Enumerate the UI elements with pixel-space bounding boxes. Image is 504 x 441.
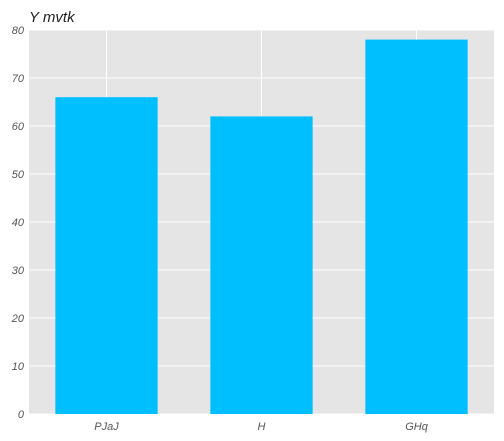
x-tick-label: GHq [405,421,429,433]
y-tick-label: 80 [12,25,25,37]
x-axis-ticks: PJaJ H GHq [94,421,428,433]
bars [55,39,468,415]
y-tick-label: 70 [12,73,25,85]
x-tick-label: PJaJ [94,421,119,433]
y-tick-label: 10 [12,361,25,373]
bar-H [210,116,313,415]
y-tick-label: 20 [11,313,25,325]
y-tick-label: 30 [12,265,25,277]
y-axis-ticks: 0 10 20 30 40 50 60 70 80 [11,25,25,421]
chart-title: Y mvtk [29,9,76,26]
y-tick-label: 40 [12,217,25,229]
y-tick-label: 0 [18,409,25,421]
x-tick-label: H [258,421,266,433]
y-tick-label: 60 [12,121,25,133]
bar-GHq [365,39,468,414]
y-tick-label: 50 [12,169,25,181]
bar-PJaJ [55,97,158,414]
